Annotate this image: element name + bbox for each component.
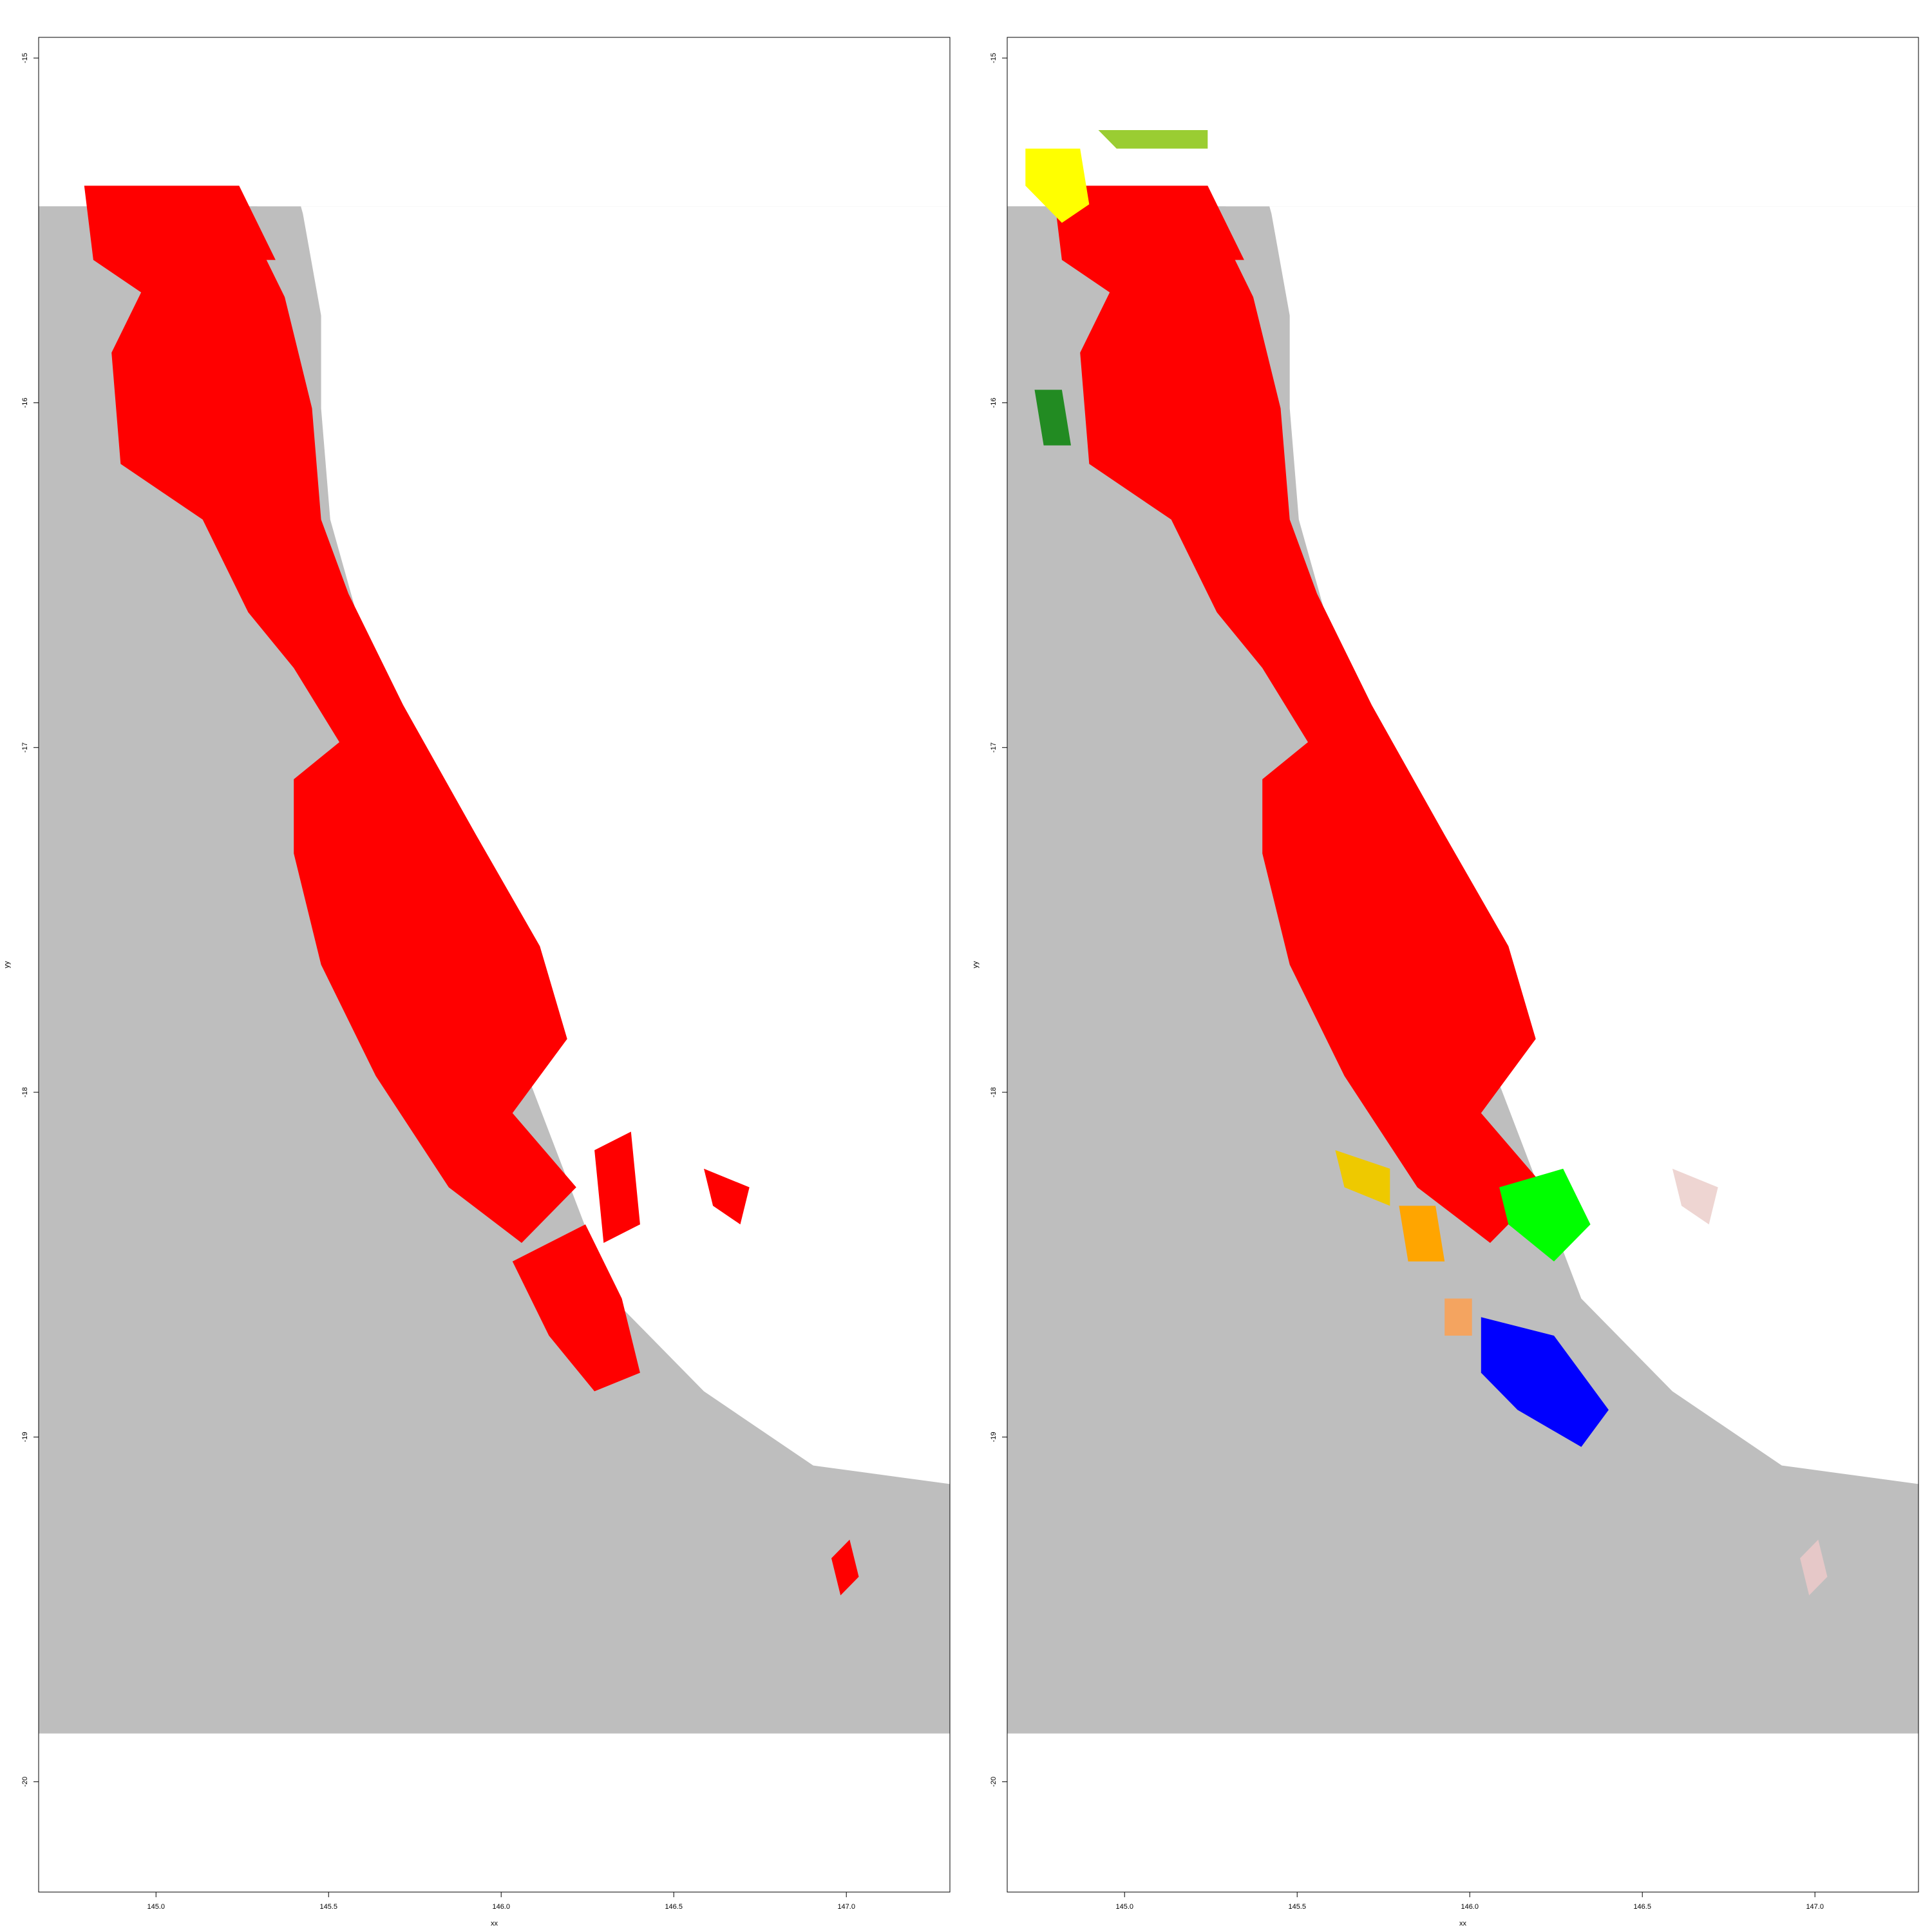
region-pink-d	[1800, 1539, 1828, 1596]
y-axis-label: yy	[3, 961, 11, 969]
plot-frame	[38, 37, 951, 1893]
region-north	[1052, 185, 1244, 298]
y-tick-label: -16	[21, 397, 29, 408]
x-tick-label: 145.5	[1288, 1903, 1306, 1911]
y-tick-label: -15	[21, 53, 29, 63]
region-north	[84, 185, 276, 298]
x-axis-label: xx	[1459, 1920, 1467, 1927]
y-tick-label: -18	[21, 1087, 29, 1097]
left-map-panel: 145.0 145.5 146.0 146.5 147.0 -15 -16 -17 -18 -19…	[3, 37, 951, 1927]
x-tick-label: 147.0	[1806, 1903, 1824, 1911]
x-tick-label: 146.5	[1633, 1903, 1651, 1911]
x-tick-label: 146.0	[1461, 1903, 1479, 1911]
y-tick-label: -19	[990, 1432, 998, 1442]
x-tick-label: 145.0	[147, 1903, 165, 1911]
region-main	[1080, 223, 1545, 1243]
y-axis-label: yy	[972, 961, 980, 969]
region-main	[111, 223, 576, 1243]
y-tick-label: -18	[990, 1087, 998, 1097]
x-tick-label: 146.5	[665, 1903, 683, 1911]
y-tick-label: -19	[21, 1432, 29, 1442]
x-tick-label: 146.0	[492, 1903, 510, 1911]
region-yellowgreen	[1098, 130, 1208, 149]
region-south-a	[512, 1224, 640, 1392]
region-blue	[1481, 1317, 1609, 1447]
plot-frame	[1007, 37, 1919, 1893]
region-gold	[1335, 1150, 1390, 1206]
y-tick-label: -17	[990, 743, 998, 753]
sea-area	[257, 128, 951, 1484]
x-axis-label: xx	[491, 1920, 498, 1927]
region-green	[1499, 1168, 1591, 1262]
region-orange	[1399, 1206, 1445, 1262]
y-tick-label: -20	[990, 1777, 998, 1787]
y-tick-label: -16	[990, 397, 998, 408]
y-tick-label: -15	[990, 53, 998, 63]
region-forestgreen	[1034, 390, 1071, 446]
x-tick-label: 145.0	[1115, 1903, 1133, 1911]
right-map-panel: 145.0 145.5 146.0 146.5 147.0 -15 -16 -17 -18 -19…	[972, 37, 1919, 1927]
region-yellow	[1025, 148, 1090, 223]
region-sandy	[1444, 1298, 1472, 1336]
region-island-d	[831, 1539, 859, 1596]
region-south-b	[594, 1132, 640, 1243]
x-tick-label: 147.0	[837, 1903, 855, 1911]
y-tick-label: -17	[21, 743, 29, 753]
y-tick-label: -20	[21, 1777, 29, 1787]
sea-area	[1226, 128, 1918, 1484]
region-island-c	[704, 1168, 750, 1225]
region-pink-c	[1672, 1168, 1718, 1225]
x-tick-label: 145.5	[319, 1903, 337, 1911]
